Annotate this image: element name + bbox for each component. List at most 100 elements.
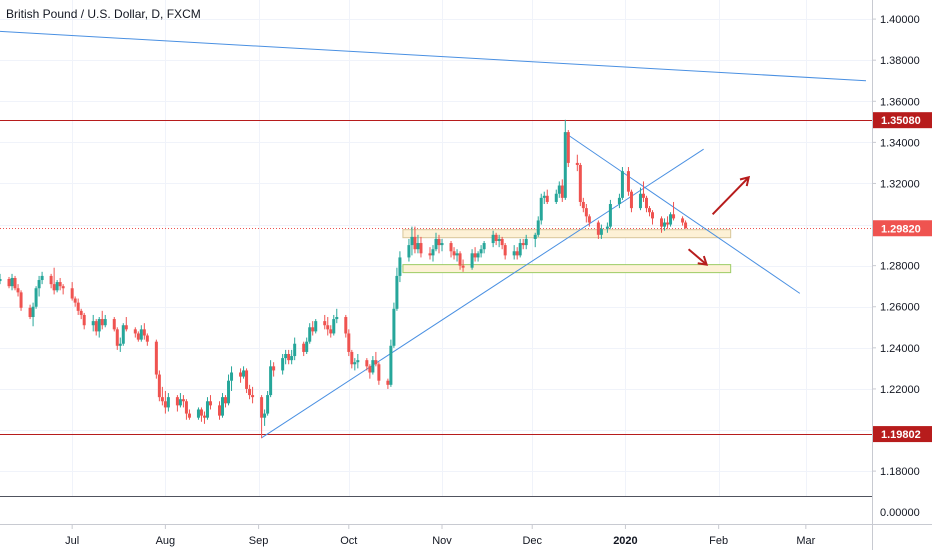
candle-49 (205, 397, 209, 420)
candle-146 (620, 167, 624, 200)
candle-body (587, 216, 591, 223)
candle-body (374, 360, 378, 365)
candle-body (473, 253, 477, 258)
candle-150 (641, 181, 645, 202)
candle-147 (626, 167, 630, 196)
candle-115 (482, 240, 486, 254)
candle-102 (431, 245, 435, 262)
candle-body (302, 343, 306, 352)
price-labels: 1.35080 1.29820 1.19802 (873, 112, 932, 443)
candle-body (91, 321, 95, 326)
arrow-head (697, 255, 709, 266)
candle-body (353, 362, 357, 365)
candle-body (230, 372, 234, 381)
candle-82 (347, 329, 351, 357)
candle-118 (497, 234, 501, 248)
candle-body (208, 401, 212, 406)
candle-body (407, 245, 411, 258)
candle-116 (491, 230, 495, 248)
candle-body (440, 243, 444, 246)
candle-body (40, 275, 44, 281)
candle-30 (124, 317, 128, 332)
candle-body (118, 343, 122, 346)
candle-body (293, 343, 297, 357)
candle-body (356, 360, 360, 363)
candle-body (476, 253, 480, 258)
arrow-0[interactable] (711, 175, 751, 215)
candle-144 (608, 199, 612, 229)
candle-body (70, 288, 74, 299)
candle-body (566, 132, 570, 163)
candle-54 (227, 374, 231, 406)
candle-body (368, 366, 372, 373)
candle-120 (503, 243, 507, 260)
candle-body (416, 243, 420, 250)
candle-51 (218, 401, 222, 420)
trend-line-1[interactable] (261, 148, 704, 439)
candle-body (660, 218, 664, 227)
candle-body (332, 319, 336, 334)
candle-body (136, 333, 140, 340)
candle-body (160, 397, 164, 402)
price-tick-label: 1.32000 (880, 178, 920, 190)
candle-159 (681, 216, 685, 226)
candle-137 (578, 162, 582, 207)
price-tick-label: 1.40000 (880, 14, 920, 26)
price-tick-label: 1.24000 (880, 343, 920, 355)
candle-body (308, 327, 312, 342)
candle-body (410, 236, 414, 246)
candle-81 (344, 314, 348, 338)
candle-43 (181, 395, 185, 408)
candle-42 (178, 393, 182, 408)
candle-body (329, 329, 333, 334)
candle-86 (365, 358, 369, 371)
candle-133 (560, 179, 564, 202)
candle-body (16, 288, 20, 293)
candle-body (377, 364, 381, 381)
candle-body (644, 197, 648, 209)
candle-body (314, 321, 318, 332)
candle-body (58, 282, 62, 287)
candle-body (503, 245, 507, 256)
candle-57 (242, 366, 246, 379)
candle-body (608, 204, 612, 227)
candle-20 (82, 312, 86, 330)
price-axis[interactable]: 1.400001.380001.360001.340001.320001.300… (872, 14, 920, 478)
candle-body (199, 409, 203, 416)
candle-body (521, 243, 525, 246)
candle-53 (224, 395, 228, 408)
trend-line-0[interactable] (0, 30, 867, 82)
candle-body (563, 132, 567, 198)
candle-87 (368, 364, 372, 379)
time-axis[interactable]: Jul Aug Sep Oct Nov Dec 2020 Feb Mar (65, 525, 816, 547)
candle-body (596, 222, 600, 235)
price-label-text: 1.35080 (881, 115, 921, 127)
candle-37 (157, 370, 161, 402)
trend-line-2[interactable] (565, 132, 801, 294)
chart-title: British Pound / U.S. Dollar, D, FXCM (6, 7, 201, 21)
candle-129 (542, 191, 546, 205)
candle-body (350, 351, 354, 365)
candle-136 (575, 154, 579, 172)
candle-160 (684, 220, 688, 229)
candle-35 (145, 333, 149, 346)
time-tick-label: Aug (156, 535, 176, 547)
candle-95 (398, 251, 402, 283)
candle-body (536, 220, 540, 235)
arrow-1[interactable] (687, 248, 709, 266)
candle-108 (455, 249, 459, 262)
candle-155 (663, 218, 667, 231)
candle-body (560, 185, 564, 198)
candle-131 (554, 189, 558, 205)
candle-body (461, 265, 465, 268)
candle-body (218, 405, 222, 416)
candle-body (163, 401, 167, 408)
candle-16 (70, 282, 74, 301)
candle-107 (452, 247, 456, 260)
candle-125 (524, 234, 528, 250)
candle-body (470, 253, 474, 268)
candle-134 (563, 119, 567, 200)
candle-body (335, 317, 339, 320)
candle-body (371, 360, 375, 373)
